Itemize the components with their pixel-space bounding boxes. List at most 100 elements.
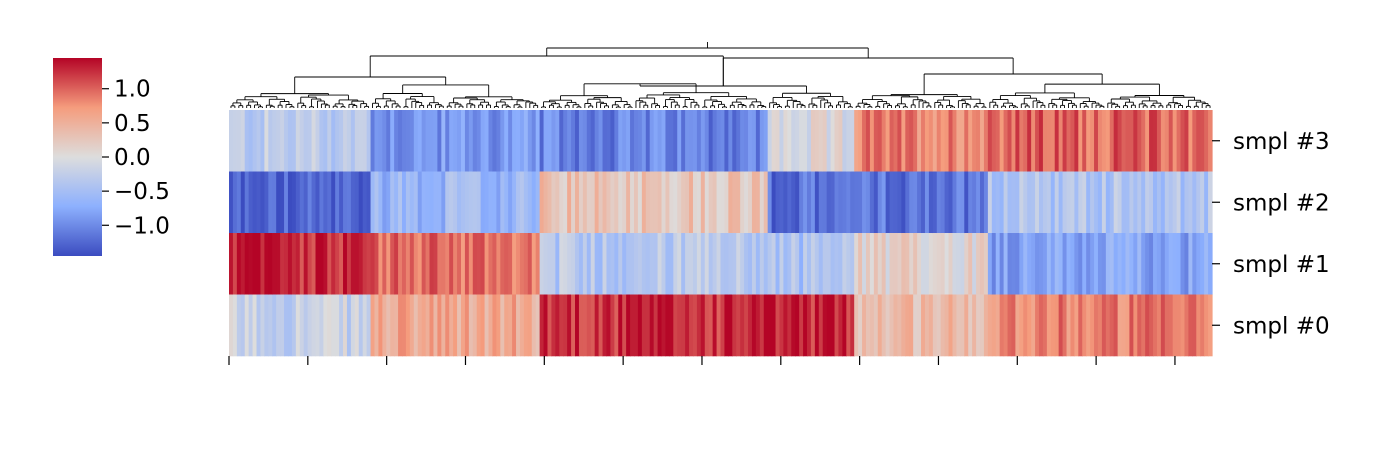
heatmap-cell (339, 294, 344, 357)
heatmap-cell (425, 110, 431, 172)
heatmap-cell (917, 110, 922, 172)
heatmap-cell (689, 110, 694, 172)
heatmap-cell (995, 294, 1001, 357)
heatmap-cell (335, 110, 340, 172)
heatmap-cell (1090, 233, 1095, 295)
heatmap-cell (881, 171, 887, 234)
heatmap-cell (822, 110, 828, 172)
heatmap-cell (1180, 233, 1186, 295)
heatmap-cell (1058, 171, 1064, 234)
heatmap-cell (1105, 233, 1111, 295)
heatmap-cell (319, 171, 324, 234)
heatmap-cell (1113, 233, 1119, 295)
heatmap-cell (602, 294, 608, 357)
heatmap-cell (374, 294, 380, 357)
heatmap-cell (1176, 110, 1182, 172)
heatmap-cell (810, 233, 816, 295)
heatmap-cell (370, 233, 376, 295)
heatmap-cell (343, 171, 348, 234)
heatmap-cell (311, 233, 317, 295)
heatmap-cell (252, 110, 258, 172)
heatmap-cell (571, 233, 576, 295)
heatmap-cell (429, 171, 435, 234)
heatmap-cell (378, 110, 383, 172)
heatmap-cell (1086, 233, 1091, 295)
heatmap-cell (689, 294, 694, 357)
heatmap-cell (877, 294, 883, 357)
heatmap-cell (807, 233, 812, 295)
heatmap-cell (751, 110, 757, 172)
heatmap-cell (1035, 110, 1040, 172)
heatmap-cell (464, 233, 470, 295)
heatmap-cell (669, 110, 674, 172)
heatmap-cell (516, 233, 521, 295)
heatmap-cell (1023, 233, 1028, 295)
heatmap-cell (771, 233, 777, 295)
heatmap-cell (921, 294, 926, 357)
heatmap-cell (614, 171, 619, 234)
heatmap (229, 110, 1213, 357)
heatmap-cell (315, 110, 321, 172)
heatmap-cell (496, 110, 501, 172)
heatmap-cell (700, 294, 706, 357)
heatmap-cell (1082, 110, 1087, 172)
heatmap-cell (677, 110, 682, 172)
heatmap-cell (390, 233, 395, 295)
heatmap-cell (256, 294, 262, 357)
heatmap-cell (539, 294, 545, 357)
heatmap-cell (1129, 171, 1134, 234)
heatmap-cell (1031, 110, 1036, 172)
heatmap-cell (453, 233, 458, 295)
heatmap-cell (268, 233, 273, 295)
heatmap-cell (457, 110, 462, 172)
heatmap-cell (382, 294, 387, 357)
heatmap-cell (645, 110, 651, 172)
colorbar-ticks: 1.0 0.5 0.0 −0.5 −1.0 (102, 77, 170, 239)
heatmap-cell (358, 294, 364, 357)
heatmap-cell (909, 233, 914, 295)
heatmap-cell (417, 110, 423, 172)
heatmap-cell (268, 294, 273, 357)
heatmap-cell (602, 171, 608, 234)
heatmap-cell (681, 294, 686, 357)
heatmap-cell (1046, 294, 1052, 357)
heatmap-cell (291, 171, 297, 234)
heatmap-cell (803, 294, 808, 357)
heatmap-cell (1050, 110, 1056, 172)
heatmap-cell (1019, 171, 1024, 234)
heatmap-cell (1184, 171, 1190, 234)
heatmap-cell (516, 171, 521, 234)
heatmap-cell (417, 233, 423, 295)
heatmap-cell (382, 171, 387, 234)
heatmap-cell (339, 233, 344, 295)
heatmap-cell (960, 110, 965, 172)
heatmap-cell (850, 110, 855, 172)
heatmap-cell (1042, 171, 1048, 234)
heatmap-cell (232, 294, 238, 357)
heatmap-cell (854, 171, 859, 234)
heatmap-cell (346, 171, 352, 234)
heatmap-cell (311, 294, 317, 357)
heatmap-cell (653, 233, 659, 295)
heatmap-cell (791, 233, 796, 295)
heatmap-cell (803, 110, 808, 172)
heatmap-cell (1168, 233, 1174, 295)
heatmap-cell (952, 294, 958, 357)
heatmap-cell (921, 233, 926, 295)
heatmap-cell (586, 171, 592, 234)
heatmap-cell (909, 110, 914, 172)
heatmap-cell (1164, 233, 1170, 295)
heatmap-cell (952, 233, 958, 295)
heatmap-cell (1160, 294, 1166, 357)
heatmap-cell (1027, 233, 1032, 295)
heatmap-cell (610, 171, 615, 234)
heatmap-cell (1149, 233, 1154, 295)
heatmap-cell (810, 294, 816, 357)
heatmap-cell (964, 171, 969, 234)
heatmap-cell (936, 233, 942, 295)
heatmap-cell (759, 171, 765, 234)
heatmap-cell (980, 171, 985, 234)
heatmap-cell (641, 294, 647, 357)
heatmap-cell (539, 233, 545, 295)
heatmap-cell (736, 294, 741, 357)
